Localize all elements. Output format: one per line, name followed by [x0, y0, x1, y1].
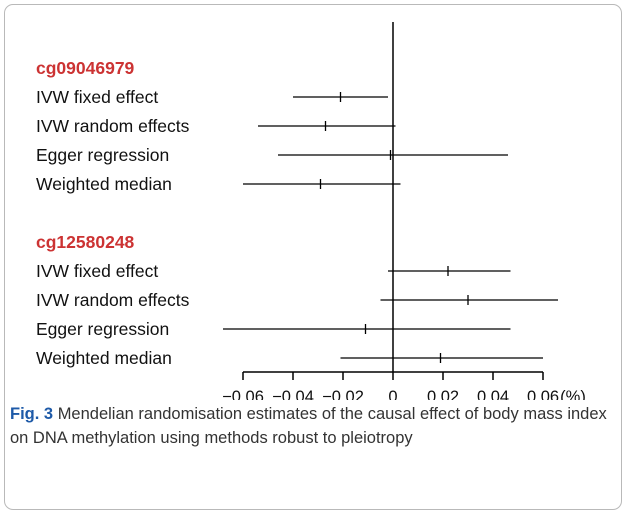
x-tick-label: −0.04	[272, 388, 314, 400]
method-label-ivw-random-effects: IVW random effects	[36, 290, 190, 310]
x-tick-label: 0.04	[477, 388, 509, 400]
figure-label: Fig. 3	[10, 405, 54, 423]
method-label-weighted-median: Weighted median	[36, 174, 172, 194]
forest-plot: cg09046979 IVW fixed effect IVW random eff…	[36, 22, 586, 400]
x-tick-label: 0.06	[527, 388, 559, 400]
x-axis: (%) −0.06 −0.04 −0.02 0 0.02 0.04 0.06	[222, 371, 586, 400]
figure-caption: Fig. 3 Mendelian randomisation estimates…	[10, 402, 610, 450]
method-label-ivw-fixed-effect: IVW fixed effect	[36, 87, 158, 107]
x-tick-label: 0	[388, 388, 397, 400]
method-label-weighted-median: Weighted median	[36, 348, 172, 368]
figure-caption-text: Mendelian randomisation estimates of the…	[10, 405, 607, 447]
method-label-ivw-fixed-effect: IVW fixed effect	[36, 261, 158, 281]
method-label-egger-regression: Egger regression	[36, 319, 169, 339]
figure-panel	[4, 4, 622, 510]
group-label-cg09046979: cg09046979	[36, 58, 135, 78]
method-label-egger-regression: Egger regression	[36, 145, 169, 165]
x-axis-unit-label: (%)	[560, 388, 586, 400]
plot-area	[223, 22, 558, 372]
x-tick-label: −0.02	[322, 388, 364, 400]
x-tick-label: −0.06	[222, 388, 264, 400]
group-label-cg12580248: cg12580248	[36, 232, 135, 252]
row-labels: cg09046979 IVW fixed effect IVW random eff…	[36, 58, 190, 368]
x-tick-label: 0.02	[427, 388, 459, 400]
method-label-ivw-random-effects: IVW random effects	[36, 116, 190, 136]
